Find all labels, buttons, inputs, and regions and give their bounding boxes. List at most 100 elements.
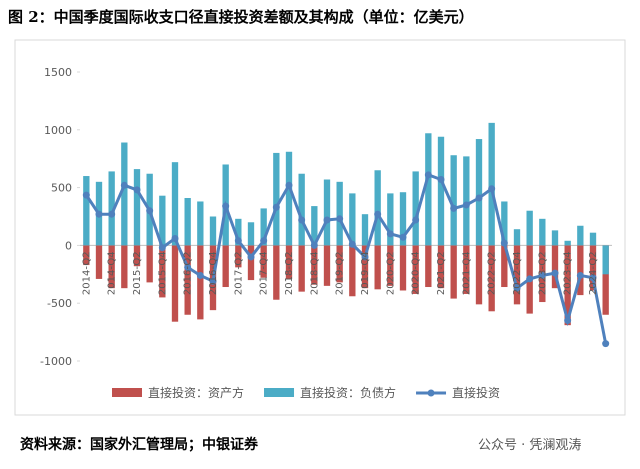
x-tick-label: 2016-Q2: [183, 251, 194, 295]
line-marker: [450, 204, 458, 212]
bar: [323, 179, 331, 246]
bar: [83, 176, 90, 246]
x-tick-label: 2023-Q4: [563, 251, 574, 295]
bar: [387, 193, 394, 246]
y-tick-label: 0: [65, 239, 72, 252]
line-marker: [133, 186, 141, 194]
source: 资料来源：国家外汇管理局；中银证券: [20, 436, 259, 453]
y-tick-label: 500: [51, 182, 72, 195]
bar: [336, 245, 343, 283]
bar: [247, 245, 255, 281]
x-tick-label: 2020-Q2: [385, 251, 396, 295]
bar: [349, 245, 356, 297]
bar: [171, 162, 179, 246]
x-tick-label: 2024-Q2: [588, 251, 599, 295]
bar: [235, 245, 242, 268]
bar: [475, 245, 483, 305]
bar: [311, 245, 318, 285]
bar: [121, 142, 128, 246]
bar: [513, 229, 521, 246]
line-marker: [82, 191, 90, 199]
bar: [235, 218, 242, 246]
line-marker: [538, 271, 546, 279]
line-marker: [437, 176, 445, 184]
bar: [539, 218, 546, 246]
line-marker: [424, 171, 432, 179]
bar: [577, 245, 584, 296]
line-marker: [551, 269, 559, 277]
legend-label: 直接投资: [452, 385, 500, 400]
bar: [450, 245, 457, 299]
x-tick-label: 2014-Q2: [81, 251, 92, 295]
bar: [425, 245, 432, 288]
bar: [425, 133, 432, 246]
bar: [488, 245, 495, 312]
bar: [336, 181, 343, 246]
bar: [564, 240, 571, 246]
line-marker: [222, 202, 230, 210]
bar: [361, 214, 369, 246]
line-marker: [399, 233, 407, 241]
bar: [564, 245, 571, 326]
bar: [273, 245, 280, 300]
bar: [374, 170, 381, 246]
bar: [222, 245, 229, 288]
bar: [298, 173, 305, 246]
y-tick-label: -500: [47, 297, 72, 310]
bar: [323, 245, 331, 286]
line-marker: [146, 207, 154, 215]
line-marker: [247, 253, 255, 261]
x-tick-label: 2019-Q4: [360, 251, 371, 295]
chart-title: 图 2：中国季度国际收支口径直接投资差额及其构成（单位：亿美元）: [8, 8, 474, 26]
y-tick-label: -1000: [40, 355, 72, 368]
x-tick-label: 2017-Q2: [233, 251, 244, 295]
bar: [412, 171, 419, 246]
chart-border: [14, 39, 626, 416]
line-marker: [298, 216, 306, 224]
line-marker: [108, 210, 116, 218]
bar: [463, 245, 470, 294]
line-marker: [323, 216, 331, 224]
line-marker: [526, 275, 534, 283]
bar: [121, 245, 128, 289]
line-marker: [260, 237, 268, 245]
x-tick-label: 2017-Q4: [259, 251, 270, 295]
bar: [387, 245, 394, 286]
line-marker: [500, 239, 508, 247]
legend-swatch: [264, 388, 295, 397]
bar: [184, 245, 191, 315]
legend-label: 直接投资：负债方: [300, 385, 396, 400]
x-tick-label: 2018-Q4: [309, 251, 320, 295]
bar: [602, 245, 609, 275]
bar: [197, 201, 204, 246]
bar: [399, 192, 407, 246]
bar: [108, 245, 115, 289]
line-marker: [386, 230, 394, 238]
bar: [501, 245, 508, 288]
line-marker: [272, 203, 280, 211]
bar: [399, 245, 407, 291]
bar: [412, 245, 419, 294]
bar: [602, 245, 609, 315]
x-tick-label: 2016-Q4: [208, 251, 219, 295]
line-marker: [285, 181, 293, 189]
line-marker: [475, 194, 483, 202]
line-marker: [576, 271, 584, 279]
bar: [551, 230, 559, 246]
line-marker: [412, 216, 420, 224]
line-marker: [171, 234, 179, 242]
bar: [285, 245, 293, 279]
watermark: 公众号 · 凭澜观涛: [478, 437, 581, 453]
line-marker: [602, 340, 610, 348]
y-tick-label: 1000: [44, 124, 72, 137]
bar: [83, 245, 90, 266]
x-tick-label: 2018-Q2: [284, 251, 295, 295]
bar: [133, 169, 141, 246]
bar: [260, 245, 267, 278]
bar: [159, 195, 166, 246]
bar: [273, 152, 280, 246]
bar: [311, 206, 318, 246]
bar: [437, 245, 445, 289]
